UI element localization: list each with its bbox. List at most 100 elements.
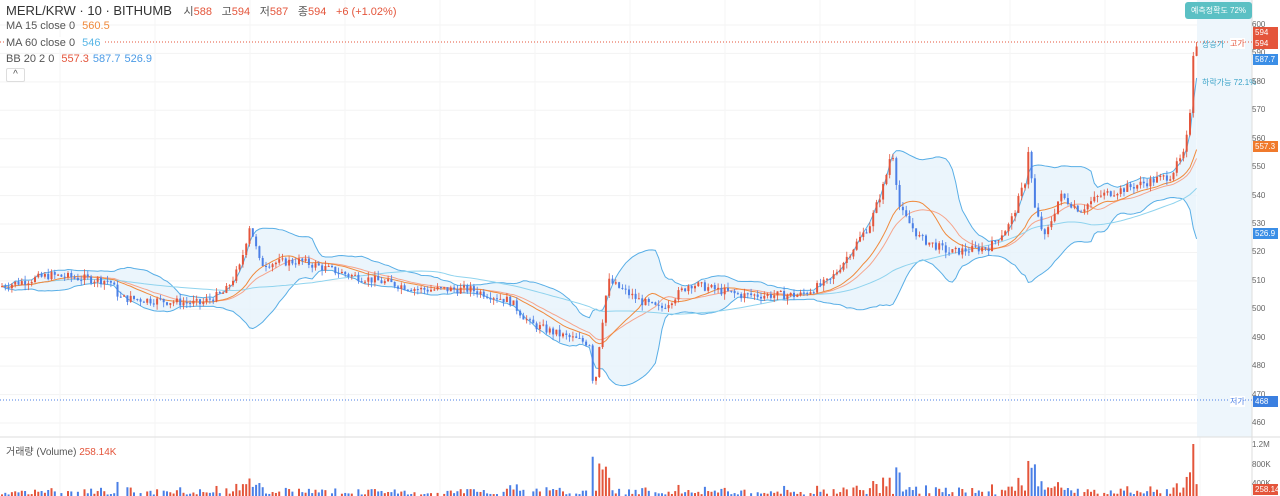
candle-body [548,328,551,333]
collapse-legend-button[interactable]: ^ [6,68,25,82]
candle-body [133,295,135,299]
candle-body [756,294,759,297]
ma60-legend[interactable]: MA 60 close 0 546 [6,37,105,49]
bb-upper-value: 587.7 [92,53,121,65]
volume-bar [581,490,584,496]
candle-body [908,215,911,224]
volume-bar [403,490,406,496]
high-annotation: 고가 [1230,38,1245,49]
volume-bar [225,488,228,496]
candle-body [189,303,192,305]
volume-bar [994,494,997,496]
candle-body [367,277,370,282]
candle-body [1175,161,1178,173]
candle-body [76,277,79,281]
volume-bar [185,494,188,496]
price-tick: 600 [1252,20,1266,29]
rise-annotation: 상승가 [1202,40,1225,49]
candle-body [317,263,320,266]
volume-bar [109,494,112,496]
bb-legend[interactable]: BB 20 2 0 557.3 587.7 526.9 [6,53,156,65]
volume-bar [1142,493,1145,496]
volume-bar [1185,476,1188,496]
candle-body [578,337,581,339]
candle-body [1096,196,1099,198]
candle-body [321,265,324,271]
candle-body [809,292,812,294]
volume-bar [750,493,753,496]
volume-value: 258.14K [79,447,117,458]
price-tick: 590 [1252,48,1266,58]
candle-body [106,280,109,282]
volume-bar [964,492,967,496]
ma60-label: MA 60 close 0 [6,37,76,49]
candle-body [10,284,13,289]
candle-body [954,247,957,250]
candle-body [482,291,485,297]
volume-bar [162,490,165,496]
candle-body [449,287,452,292]
volume-bar [842,487,845,496]
price-tick: 510 [1252,275,1266,285]
candle-body [100,277,102,285]
volume-bar [1119,488,1122,496]
candle-body [370,277,373,283]
volume-bar [786,489,789,496]
candle-body [1136,185,1139,189]
volume-bar [641,488,644,496]
volume-bar [1043,489,1046,496]
volume-bar [670,493,673,496]
candle-body [1080,211,1083,213]
candle-body [463,285,465,288]
candle-body [212,299,215,302]
volume-bar [347,493,350,496]
volume-bar [951,492,954,496]
volume-legend[interactable]: 거래량 (Volume) 258.14K [6,443,116,458]
ma15-legend[interactable]: MA 15 close 0 560.5 [6,20,114,32]
candle-body [1142,181,1145,184]
volume-bar [103,491,106,496]
volume-bar [1093,489,1096,496]
candle-body [195,299,198,301]
candle-body [859,237,861,242]
candle-body [311,264,314,268]
candle-body [205,298,208,302]
candle-body [773,295,776,298]
candle-body [918,235,921,237]
candle-body [1132,187,1135,189]
volume-bar [364,494,366,496]
candle-body [779,291,782,293]
volume-bar [1010,486,1013,496]
candle-body [159,298,162,300]
volume-bar [789,492,792,496]
candle-body [670,303,673,306]
candle-body [608,278,611,296]
volume-bar [1169,493,1172,496]
volume-bar [733,493,736,496]
volume-bar [1132,494,1135,496]
candle-body [618,282,621,288]
candle-body [248,228,251,244]
volume-bar [96,491,99,496]
volume-bar [298,488,300,496]
candle-body [433,289,436,291]
candle-body [994,241,997,243]
volume-bar [400,491,403,496]
candle-body [416,289,419,291]
volume-bar [1037,486,1040,496]
volume-bar [509,485,512,496]
volume-bar [340,493,343,496]
candle-body [789,292,792,296]
volume-bar [261,487,264,496]
volume-bar [657,493,660,496]
volume-bar [796,493,799,496]
volume-bar [195,494,198,496]
candle-body [340,271,343,274]
volume-bar [67,491,69,496]
candle-body [146,298,149,303]
candle-body [529,319,531,321]
candle-body [971,245,974,252]
bb-lower-tag: 526.9 [1253,228,1278,239]
candle-body [944,245,947,253]
